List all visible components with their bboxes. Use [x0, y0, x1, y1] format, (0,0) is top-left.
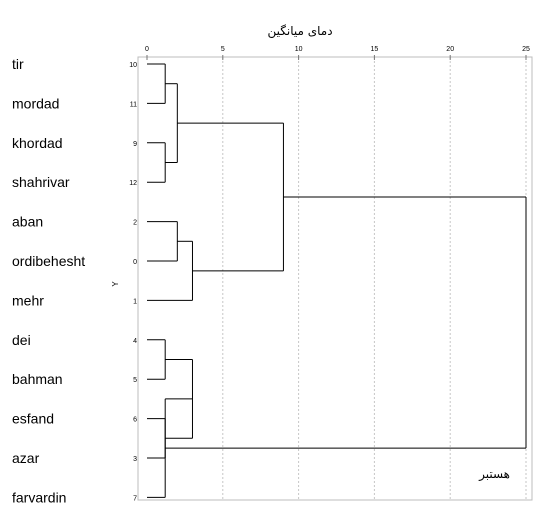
case-number: 1: [133, 298, 137, 305]
leaf-label: bahman: [12, 371, 63, 387]
case-number: 12: [129, 180, 137, 187]
x-tick-label: 10: [295, 46, 303, 53]
leaf-label: farvardin: [12, 489, 66, 505]
case-number: 0: [133, 259, 137, 266]
case-number: 5: [133, 377, 137, 384]
leaf-label: aban: [12, 214, 43, 230]
case-number: 4: [133, 338, 137, 345]
x-tick-label: 15: [371, 46, 379, 53]
x-tick-label: 5: [221, 46, 225, 53]
case-number: 7: [133, 495, 137, 502]
leaf-label: ordibehesht: [12, 253, 85, 269]
plot-frame: [137, 56, 533, 501]
leaf-label: shahrivar: [12, 174, 70, 190]
corner-label: هستبر: [478, 467, 510, 482]
chart-title: دمای میانگین: [267, 24, 332, 39]
case-number: 6: [133, 417, 137, 424]
y-axis-char: Y: [111, 281, 120, 287]
leaf-label: tir: [12, 56, 24, 72]
case-number: 9: [133, 141, 137, 148]
leaf-label: khordad: [12, 135, 63, 151]
leaf-label: esfand: [12, 411, 54, 427]
leaf-label: dei: [12, 332, 31, 348]
case-number: 2: [133, 220, 137, 227]
leaf-label: mehr: [12, 292, 44, 308]
case-number: 11: [130, 101, 137, 108]
case-number: 3: [133, 456, 137, 463]
leaf-label: azar: [12, 450, 40, 466]
x-tick-label: 0: [145, 46, 149, 53]
dendrogram-links: [147, 63, 527, 498]
x-tick-label: 20: [446, 46, 454, 53]
x-ticks: 0 5 10 15 20 25: [145, 46, 530, 60]
case-number: 10: [129, 62, 137, 69]
leaf-label: mordad: [12, 95, 59, 111]
x-tick-label: 25: [522, 46, 530, 53]
